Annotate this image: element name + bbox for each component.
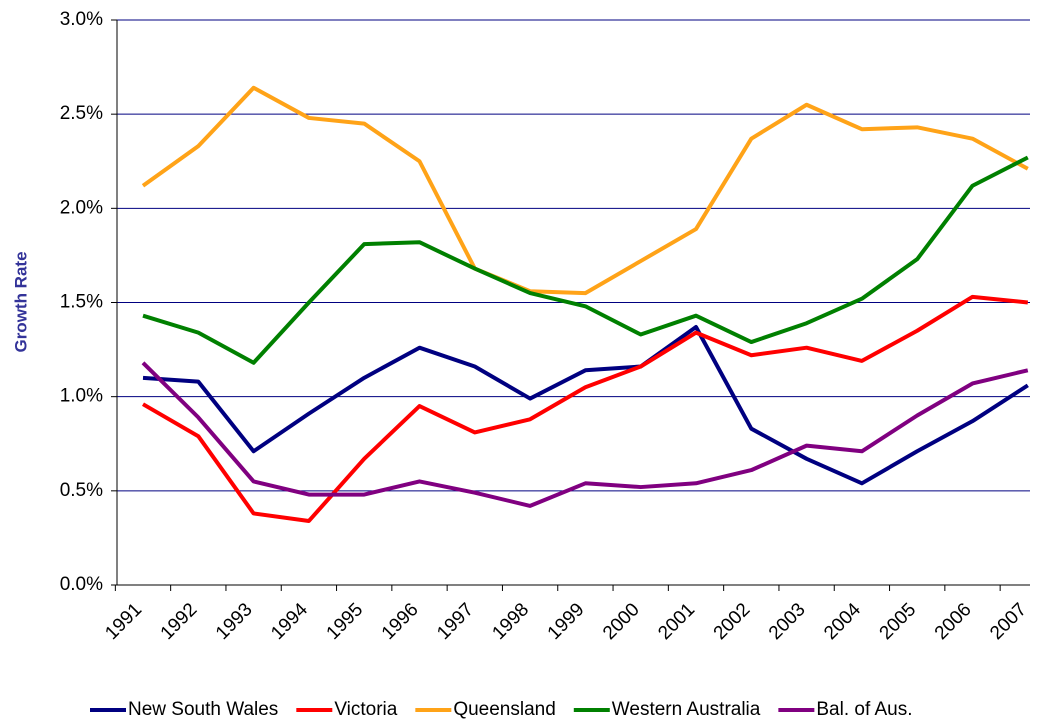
legend-label: New South Wales: [128, 699, 278, 720]
x-tick-label: 2006: [931, 599, 976, 644]
legend-label: Bal. of Aus.: [816, 699, 912, 720]
y-tick-label: 0.0%: [60, 574, 103, 595]
x-tick-label: 2000: [599, 599, 644, 644]
series-line: [142, 324, 1029, 486]
x-tick-label: 2002: [710, 599, 755, 644]
y-tick-label: 1.0%: [60, 386, 103, 407]
x-tick-label: 1996: [378, 599, 423, 644]
y-axis-label: Growth Rate: [11, 251, 30, 352]
series-line: [142, 155, 1029, 365]
y-tick-label: 2.5%: [60, 103, 103, 124]
y-tick-label: 0.5%: [60, 480, 103, 501]
y-tick-label: 1.5%: [60, 292, 103, 313]
x-tick-label: 1993: [212, 599, 257, 644]
y-tick-label: 2.0%: [60, 197, 103, 218]
x-tick-label: 1991: [101, 599, 146, 644]
x-tick-label: 1998: [488, 599, 533, 644]
series-line: [141, 361, 1029, 508]
legend-label: Western Australia: [612, 699, 761, 720]
x-tick-label: 1997: [433, 599, 478, 644]
legend-label: Queensland: [453, 699, 555, 720]
series-line: [141, 294, 1029, 523]
legend-label: Victoria: [334, 699, 397, 720]
series-line: [141, 85, 1029, 296]
x-tick-label: 2007: [986, 599, 1031, 644]
x-tick-label: 1994: [267, 599, 312, 644]
x-tick-label: 2005: [876, 599, 921, 644]
y-tick-label: 3.0%: [60, 9, 103, 30]
x-tick-label: 2003: [765, 599, 810, 644]
x-tick-label: 1999: [544, 599, 589, 644]
x-tick-label: 1995: [323, 599, 368, 644]
x-tick-label: 1992: [157, 599, 202, 644]
x-tick-label: 2001: [654, 599, 699, 644]
x-tick-label: 2004: [820, 599, 865, 644]
